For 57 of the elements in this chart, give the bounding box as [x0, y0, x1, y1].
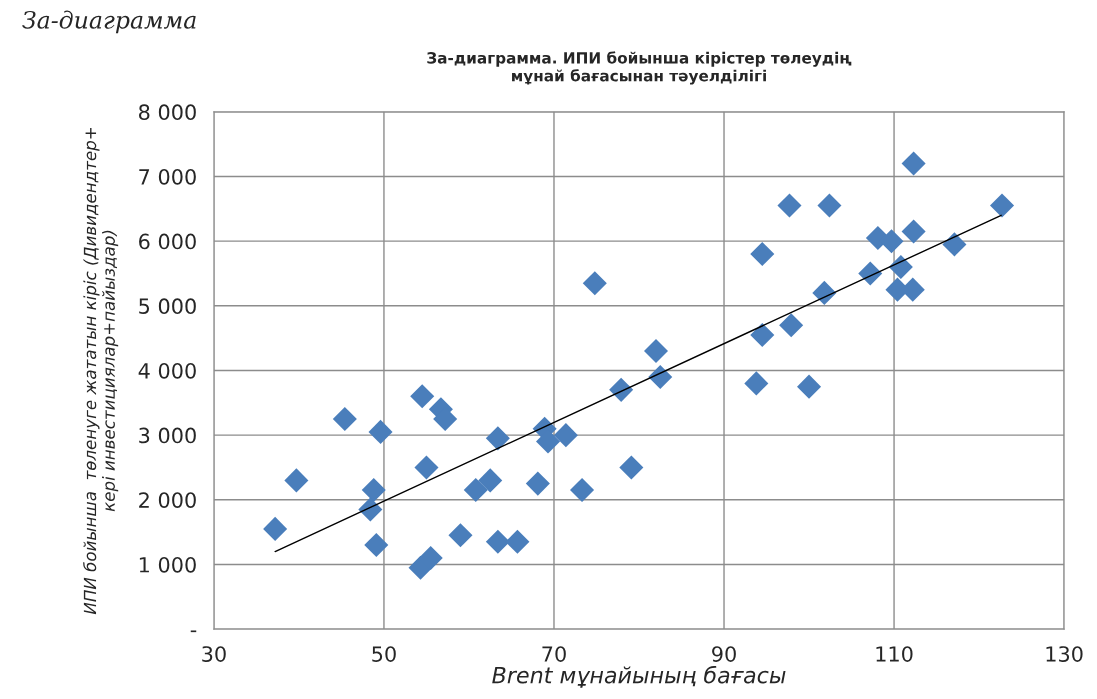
point — [364, 533, 389, 558]
point — [619, 455, 644, 480]
point — [418, 545, 443, 570]
y-tick-label: 5 000 — [139, 298, 196, 315]
point — [410, 384, 435, 409]
point — [284, 468, 309, 493]
point — [505, 529, 530, 554]
point — [582, 271, 607, 296]
y-tick-label: 7 000 — [139, 168, 196, 185]
chart-title: За-диаграмма. ИПИ бойынша кірістер төлеудің мұнай бағасынан тәуелділігі — [427, 51, 852, 85]
y-tick-label: 2 000 — [139, 492, 196, 508]
point — [525, 471, 550, 496]
x-tick-label: 30 — [202, 646, 226, 662]
x-tick-label: 90 — [712, 646, 736, 662]
x-tick-label: 50 — [372, 646, 396, 662]
point — [812, 280, 837, 305]
point — [609, 377, 634, 402]
point — [485, 529, 510, 554]
point — [750, 242, 775, 267]
y-tick-label: 1 000 — [139, 556, 196, 573]
point — [361, 478, 386, 503]
y-tick-label: 6 000 — [139, 233, 196, 250]
y-tick-label: - — [190, 630, 197, 633]
point — [478, 468, 503, 493]
point — [368, 419, 393, 444]
point — [332, 406, 357, 431]
y-axis-title: ИПИ бойынша төленуге жататын кіріс (Дивидендтер+ кері инвестициялар+пайыздар) — [83, 128, 119, 615]
point — [648, 364, 673, 389]
point — [414, 455, 439, 480]
point — [901, 219, 926, 244]
x-tick-label: 110 — [876, 646, 913, 662]
y-tick-label: 3 000 — [139, 427, 196, 444]
x-tick-label: 130 — [1046, 646, 1083, 662]
point — [797, 374, 822, 399]
point — [643, 339, 669, 364]
point — [901, 151, 926, 176]
point — [942, 232, 967, 257]
point — [777, 193, 802, 218]
point — [448, 523, 473, 548]
point — [817, 193, 842, 218]
point — [779, 313, 804, 338]
point — [263, 516, 288, 541]
x-tick-label: 70 — [542, 646, 566, 662]
point — [358, 497, 383, 522]
y-tick-label: 4 000 — [138, 362, 196, 379]
point — [463, 478, 488, 503]
point — [485, 426, 510, 451]
point — [744, 371, 769, 396]
y-tick-label: 8 000 — [139, 104, 196, 121]
text: За-диаграмма — [22, 10, 196, 34]
point — [858, 261, 883, 286]
point — [570, 478, 595, 503]
point — [888, 254, 913, 280]
point — [553, 423, 578, 448]
point — [990, 193, 1015, 218]
x-axis-title: Brent мұнайының бағасы — [492, 665, 786, 688]
point — [750, 322, 775, 347]
